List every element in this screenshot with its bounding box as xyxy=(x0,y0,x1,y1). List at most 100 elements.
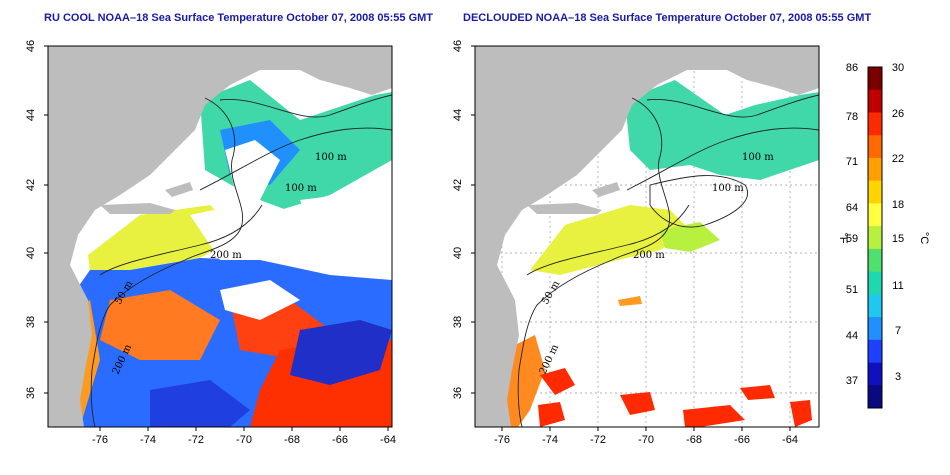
colorbar-band xyxy=(868,135,882,159)
lon-tick-label: -74 xyxy=(140,434,156,446)
fahrenheit-tick: 71 xyxy=(846,156,858,168)
fahrenheit-tick: 78 xyxy=(846,111,858,123)
colorbar-band xyxy=(868,362,882,386)
contour-label-100m-b: 100 m xyxy=(285,183,317,194)
lon-tick-label: -68 xyxy=(284,434,300,446)
lat-tick-label: 44 xyxy=(452,109,464,121)
isobath-contours xyxy=(517,94,819,427)
sst-patch-red-1 xyxy=(540,368,575,395)
contour-label-100m-b: 100 m xyxy=(712,183,744,194)
lat-tick-label: 40 xyxy=(452,247,464,259)
colorbar-band xyxy=(868,226,882,250)
celsius-tick: 3 xyxy=(895,371,901,383)
sst-patch-warm-eddy xyxy=(100,290,220,360)
isobath-200m xyxy=(517,97,671,427)
lat-tick-label: 38 xyxy=(452,316,464,328)
colorbar-band xyxy=(868,180,882,204)
sst-patch-shelf-green xyxy=(660,222,720,252)
colorbar-band xyxy=(868,248,882,273)
fahrenheit-tick: 64 xyxy=(846,202,858,214)
lat-tick-label: 40 xyxy=(25,247,37,259)
sst-patch-orange-small xyxy=(618,296,642,306)
lon-tick-label: -64 xyxy=(782,434,798,446)
colorbar-band xyxy=(868,89,882,113)
latitude-tick-labels: 36 38 40 42 44 46 xyxy=(25,40,48,399)
colorbar-band xyxy=(868,385,882,409)
celsius-tick: 26 xyxy=(892,108,904,120)
lat-tick-label: 36 xyxy=(25,387,37,399)
land-long-island xyxy=(527,203,602,214)
isobath-100m-georges xyxy=(626,127,819,191)
longitude-tick-labels: -76 -74 -72 -70 -68 -66 -64 xyxy=(494,427,798,446)
contour-label-100m: 100 m xyxy=(315,152,347,163)
right-map-title: DECLOUDED NOAA–18 Sea Surface Temperatur… xyxy=(463,12,872,24)
sst-patch-shelf-warm xyxy=(530,205,690,275)
lon-tick-label: -68 xyxy=(686,434,702,446)
cloud-patch-center xyxy=(190,200,300,260)
sst-patch-gulf-of-maine xyxy=(625,80,819,180)
fahrenheit-tick: 51 xyxy=(846,284,858,296)
sst-patch-red-5 xyxy=(790,400,812,427)
isobath-50m xyxy=(99,204,263,276)
celsius-tick: 7 xyxy=(895,325,901,337)
sst-patch-cold-lower xyxy=(150,380,250,427)
left-map-title: RU COOL NOAA–18 Sea Surface Temperature … xyxy=(44,12,434,24)
celsius-tick-labels: 30 26 22 18 15 11 7 3 xyxy=(892,62,904,383)
isobath-100m xyxy=(219,94,392,118)
isobath-50m xyxy=(526,204,690,276)
cloud-patch-south xyxy=(220,280,300,320)
land-long-island xyxy=(100,203,175,214)
isobath-100m-georges xyxy=(199,127,392,191)
isobath-200m xyxy=(90,97,244,427)
isobath-contours xyxy=(90,94,392,427)
fahrenheit-tick-labels: 86 78 71 64 59 51 44 37 xyxy=(846,62,858,387)
lon-tick-label: -74 xyxy=(542,434,558,446)
contour-label-200m: 200 m xyxy=(210,250,242,261)
lon-tick-label: -66 xyxy=(332,434,348,446)
colorbar-band xyxy=(868,203,882,227)
colorbar-band xyxy=(868,112,882,136)
colorbar-frame xyxy=(867,66,883,409)
lon-tick-label: -76 xyxy=(92,434,108,446)
sst-patch-cold-streak xyxy=(290,320,392,385)
lon-tick-label: -72 xyxy=(188,434,204,446)
contour-label-100m: 100 m xyxy=(742,152,774,163)
land-mass xyxy=(475,46,819,427)
map-frame xyxy=(474,45,820,428)
celsius-tick: 15 xyxy=(892,233,904,245)
lat-tick-label: 46 xyxy=(25,40,37,52)
colorbar-band xyxy=(868,317,882,341)
sst-patch-red-6 xyxy=(538,402,565,427)
colorbar-band xyxy=(868,271,882,295)
sst-patch-red-4 xyxy=(740,385,775,400)
sst-patch-red-3 xyxy=(683,405,745,427)
celsius-tick: 22 xyxy=(892,153,904,165)
fahrenheit-unit-label: °F xyxy=(837,232,849,243)
lat-tick-label: 42 xyxy=(452,179,464,191)
lat-tick-label: 42 xyxy=(25,179,37,191)
land-mass xyxy=(48,46,392,427)
land-cape-cod xyxy=(592,182,620,197)
fahrenheit-tick: 86 xyxy=(846,62,858,74)
lon-tick-label: -76 xyxy=(494,434,510,446)
celsius-tick: 30 xyxy=(892,62,904,74)
lon-tick-label: -64 xyxy=(380,434,396,446)
isobath-100m xyxy=(646,94,819,118)
lon-tick-label: -70 xyxy=(236,434,252,446)
celsius-tick: 11 xyxy=(892,280,903,292)
temperature-colorbar: 86 78 71 64 59 51 44 37 30 26 22 18 15 11 7 3 °F °C xyxy=(837,62,930,409)
colorbar-gradient xyxy=(868,67,882,409)
fahrenheit-tick: 59 xyxy=(846,233,858,245)
lat-tick-label: 38 xyxy=(25,316,37,328)
cloud-patch-east xyxy=(300,195,370,250)
fahrenheit-tick: 37 xyxy=(846,375,858,387)
colorbar-band xyxy=(868,339,882,364)
contour-label-200m: 200 m xyxy=(633,250,665,261)
colorbar-band xyxy=(868,157,882,182)
lon-tick-label: -72 xyxy=(590,434,606,446)
celsius-unit-label: °C xyxy=(918,232,930,244)
lat-tick-label: 46 xyxy=(452,40,464,52)
lon-tick-label: -66 xyxy=(734,434,750,446)
isobath-georges-bank xyxy=(649,175,748,228)
